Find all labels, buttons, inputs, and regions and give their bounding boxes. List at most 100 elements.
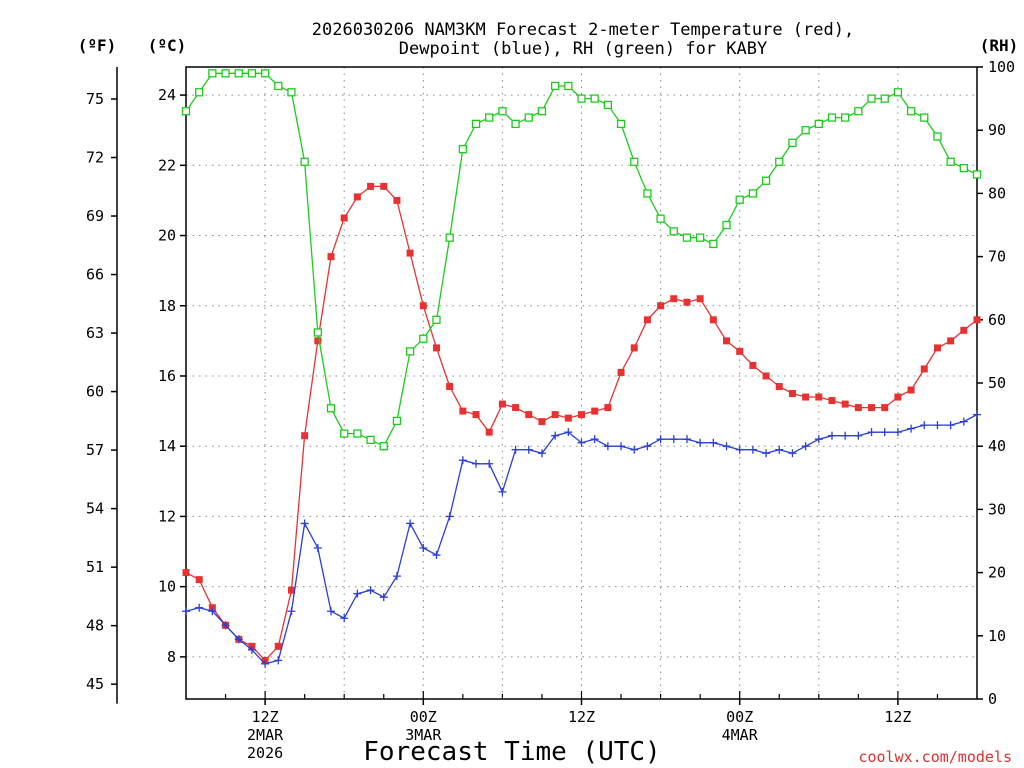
2-meter-temperature-point <box>933 344 941 352</box>
dewpoint-point <box>485 459 494 468</box>
dewpoint-point <box>208 607 217 616</box>
rh-point <box>300 157 309 166</box>
rh-point <box>445 233 454 242</box>
rh-point <box>550 81 560 91</box>
fahrenheit-tick-label: 45 <box>86 675 104 693</box>
rh-point <box>353 429 362 438</box>
fahrenheit-tick-label: 69 <box>86 207 104 225</box>
2-meter-temperature-point <box>762 372 770 380</box>
rh-point <box>656 214 665 223</box>
rh-point <box>274 81 283 91</box>
fahrenheit-tick-label: 48 <box>86 617 104 635</box>
dewpoint-point <box>669 435 678 444</box>
2-meter-temperature-point <box>195 576 203 584</box>
x-tick-date: 3MAR <box>405 726 442 744</box>
chart-title-line1: 2026030206 NAM3KM Forecast 2-meter Tempe… <box>312 20 854 40</box>
fahrenheit-tick-label: 60 <box>86 383 104 401</box>
2-meter-temperature-point <box>472 411 480 419</box>
grid-lines <box>186 67 977 699</box>
dewpoint-point <box>867 428 876 437</box>
rh-point <box>379 442 388 451</box>
fahrenheit-tick-label: 51 <box>86 558 104 576</box>
rh-point <box>458 145 468 154</box>
dewpoint-point <box>287 607 296 616</box>
dewpoint-point <box>379 593 388 602</box>
rh-point <box>537 107 547 116</box>
dewpoint-point <box>247 645 256 654</box>
fahrenheit-tick-label: 54 <box>86 500 104 518</box>
rh-point <box>867 94 876 103</box>
rh-tick-label: 0 <box>988 690 997 708</box>
dewpoint-point <box>643 442 652 451</box>
2-meter-temperature-point <box>353 193 361 201</box>
dewpoint-point <box>656 435 665 444</box>
dewpoint-point <box>748 445 757 454</box>
rh-point <box>577 94 586 103</box>
rh-tick-label: 60 <box>988 311 1006 329</box>
2-meter-temperature-point <box>432 344 440 352</box>
rh-point <box>880 94 889 103</box>
rh-point <box>247 69 257 78</box>
2-meter-temperature-point <box>591 407 599 415</box>
celsius-tick-label: 20 <box>158 227 176 245</box>
2-meter-temperature-point <box>802 393 810 401</box>
rh-line <box>185 72 978 448</box>
rh-tick-label: 30 <box>988 500 1006 518</box>
2-meter-temperature-point <box>973 316 981 324</box>
2-meter-temperature-point <box>287 586 295 594</box>
rh-point <box>669 227 678 236</box>
rh-tick-label: 20 <box>988 564 1006 582</box>
rh-tick-label: 50 <box>988 374 1006 392</box>
dewpoint-point <box>682 435 691 444</box>
2-meter-temperature-point <box>446 383 454 391</box>
axes: 8 10 12 14 16 18 20 22 24 45 48 51 54 57 60 63 66 69 72 75 0… <box>86 58 1015 762</box>
2-meter-temperature-point <box>393 196 401 204</box>
celsius-tick-label: 10 <box>158 578 176 596</box>
rh-point <box>564 81 573 91</box>
dewpoint-point <box>221 621 230 630</box>
dewpoint-point <box>590 435 599 444</box>
dewpoint-point <box>564 428 573 437</box>
rh-tick-label: 10 <box>988 627 1006 645</box>
rh-point <box>432 315 441 324</box>
2-meter-temperature-point <box>419 302 427 310</box>
celsius-tick-label: 14 <box>158 437 176 455</box>
dewpoint-point <box>814 435 823 444</box>
dewpoint-point <box>261 659 270 668</box>
dewpoint-point <box>432 551 441 560</box>
rh-point <box>920 113 929 122</box>
2-meter-temperature-point <box>525 411 533 419</box>
rh-point <box>814 119 823 129</box>
rh-point <box>972 170 982 179</box>
dewpoint-point <box>775 445 784 454</box>
2-meter-temperature-point <box>617 368 625 376</box>
dewpoint-point <box>472 459 481 468</box>
rh-point <box>775 157 784 166</box>
rh-point <box>616 119 626 129</box>
dewpoint-point <box>893 428 902 437</box>
rh-point <box>959 163 968 173</box>
2-meter-temperature-point <box>907 386 915 394</box>
dewpoint-point <box>419 544 428 553</box>
2-meter-temperature-point <box>485 428 493 436</box>
dewpoint-point <box>880 428 889 437</box>
rh-tick-label: 70 <box>988 248 1006 266</box>
dewpoint-point <box>511 445 520 454</box>
rh-point <box>801 126 810 135</box>
2-meter-temperature-point <box>314 337 322 345</box>
x-tick-year: 2026 <box>247 744 283 762</box>
dewpoint-point <box>274 656 283 665</box>
rh-point <box>234 69 243 78</box>
2-meter-temperature-point <box>749 361 757 369</box>
2-meter-temperature-point <box>841 400 849 408</box>
dewpoint-point <box>551 431 560 440</box>
2-meter-temperature-point <box>709 316 717 324</box>
rh-point <box>287 88 296 97</box>
rh-point <box>485 113 494 122</box>
rh-tick-label: 100 <box>988 58 1015 76</box>
2-meter-temperature-point <box>657 302 665 310</box>
2-meter-temperature-point <box>868 404 876 412</box>
2-meter-temperature-point <box>723 337 731 345</box>
2-meter-temperature-point <box>327 253 335 261</box>
